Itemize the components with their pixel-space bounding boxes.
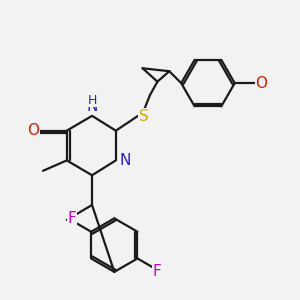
Text: F: F: [153, 264, 161, 279]
Text: H: H: [88, 94, 97, 107]
Text: N: N: [119, 153, 130, 168]
Text: F: F: [67, 211, 76, 226]
Text: O: O: [256, 76, 268, 91]
Text: S: S: [139, 109, 148, 124]
Text: N: N: [87, 99, 98, 114]
Text: O: O: [28, 123, 40, 138]
